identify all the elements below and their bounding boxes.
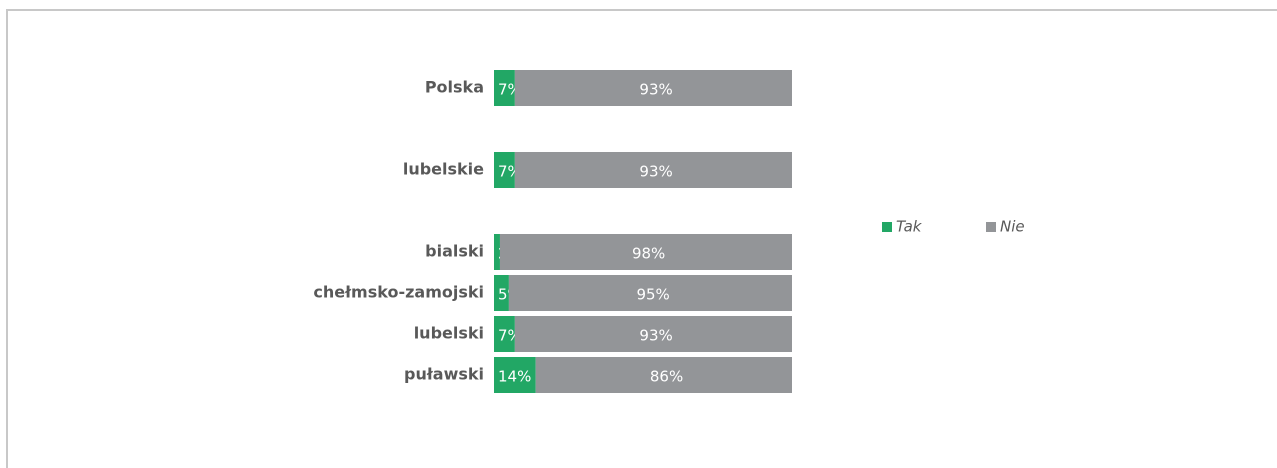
category-label: lubelski (414, 324, 484, 343)
category-label: lubelskie (403, 160, 484, 179)
value-label: 14% (498, 368, 531, 386)
bar-segment (494, 234, 500, 270)
bar-segment (499, 234, 792, 270)
bar-segment (494, 357, 536, 393)
category-label: Polska (425, 78, 484, 97)
bar-segment (494, 316, 515, 352)
category-label: puławski (404, 365, 484, 384)
category-label: bialski (425, 242, 484, 261)
category-label: chełmsko-zamojski (313, 283, 484, 302)
bar-segment (494, 275, 509, 311)
value-label: 93% (639, 327, 672, 345)
legend-swatch (882, 222, 892, 232)
value-label: 93% (639, 81, 672, 99)
bar-segment (514, 316, 792, 352)
legend-swatch (986, 222, 996, 232)
legend-label: Nie (1000, 218, 1025, 236)
value-label: 93% (639, 163, 672, 181)
bar-segment (514, 70, 792, 106)
bar-segment (514, 152, 792, 188)
bar-segment (508, 275, 792, 311)
value-label: 98% (632, 245, 665, 263)
bar-segment (535, 357, 792, 393)
value-label: 86% (650, 368, 683, 386)
frame (6, 9, 1277, 468)
bar-segment (494, 152, 515, 188)
legend-label: Tak (896, 218, 923, 236)
value-label: 95% (636, 286, 669, 304)
bar-segment (494, 70, 515, 106)
